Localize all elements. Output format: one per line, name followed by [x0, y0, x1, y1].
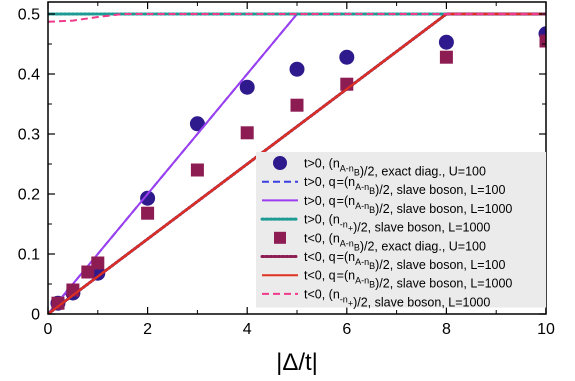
x-tick-label: 6: [342, 321, 351, 338]
data-point-circle: [140, 190, 156, 206]
series-8-t-0-n-n-2-slave-boson-l-1000: [48, 13, 546, 23]
legend-entry-2: t>0, q =(nA-nB)/2, slave boson, L=100: [262, 175, 505, 197]
legend-label: t<0, q =(nA-nB)/2, slave boson, L=1000: [304, 269, 512, 291]
x-tick-label: 2: [143, 321, 152, 338]
series-5-t-0-n-a-n-b-2-exact-diag-u-100: [51, 34, 546, 310]
y-tick-label: 0.3: [18, 127, 40, 144]
legend-entry-5: t<0, (nA-nB)/2, exact diag., U=100: [274, 231, 486, 253]
y-tick-label: 0.1: [18, 247, 40, 264]
x-tick-label: 4: [243, 321, 252, 338]
legend-swatch-circle: [273, 156, 287, 170]
data-point-square: [91, 256, 105, 270]
data-point-square: [190, 163, 204, 177]
data-point-circle: [289, 61, 305, 77]
data-point-square: [81, 265, 95, 279]
data-point-circle: [339, 49, 355, 65]
legend-entry-4: t>0, (n-n+)/2, slave boson, L=1000: [260, 213, 490, 235]
legend-label: t>0, q =(nA-nB)/2, slave boson, L=100: [304, 175, 505, 197]
legend-background: [256, 152, 546, 308]
legend-label: t<0, (n-n+)/2, slave boson, L=1000: [304, 287, 490, 309]
legend-label: t>0, (nA-nB)/2, exact diag., U=100: [304, 157, 486, 179]
data-point-square: [240, 126, 254, 140]
legend-entry-1: t>0, (nA-nB)/2, exact diag., U=100: [273, 156, 486, 179]
data-point-square: [141, 206, 155, 220]
legend-label: t<0, (nA-nB)/2, exact diag., U=100: [304, 231, 486, 253]
series-line: [48, 13, 546, 23]
data-point-square: [439, 50, 453, 64]
y-tick-label: 0: [31, 307, 40, 324]
x-axis-label: |Δ/t|: [276, 349, 318, 376]
data-point-circle: [239, 79, 255, 95]
legend-entry-3: t>0, q =(nA-nB)/2, slave boson, L=1000: [262, 194, 512, 216]
legend-swatch-square: [274, 231, 286, 244]
legend-label: t>0, q =(nA-nB)/2, slave boson, L=1000: [304, 194, 512, 216]
y-tick-label: 0.2: [18, 187, 40, 204]
legend-label: t>0, (n-n+)/2, slave boson, L=1000: [304, 213, 490, 235]
y-tick-label: 0.4: [18, 67, 40, 84]
x-tick-label: 0: [44, 321, 53, 338]
data-point-circle: [438, 34, 454, 50]
x-tick-label: 8: [442, 321, 451, 338]
data-point-square: [290, 98, 304, 112]
legend-entry-7: t<0, q =(nA-nB)/2, slave boson, L=1000: [262, 269, 512, 291]
data-point-square: [51, 296, 65, 310]
x-tick-label: 10: [537, 321, 555, 338]
series-layer: [48, 12, 546, 314]
data-point-square: [539, 34, 546, 48]
y-tick-label: 0.5: [18, 7, 40, 24]
tick-layer: 0 2 4 6 8 10 0 0.1 0.2 0.3 0.4 0.5: [18, 2, 555, 338]
legend-entry-8: t<0, (n-n+)/2, slave boson, L=1000: [262, 287, 490, 309]
legend-entry-6: t<0, q =(nA-nB)/2, slave boson, L=100: [260, 250, 505, 272]
data-point-circle: [189, 116, 205, 132]
legend-label: t<0, q =(nA-nB)/2, slave boson, L=100: [304, 250, 505, 272]
